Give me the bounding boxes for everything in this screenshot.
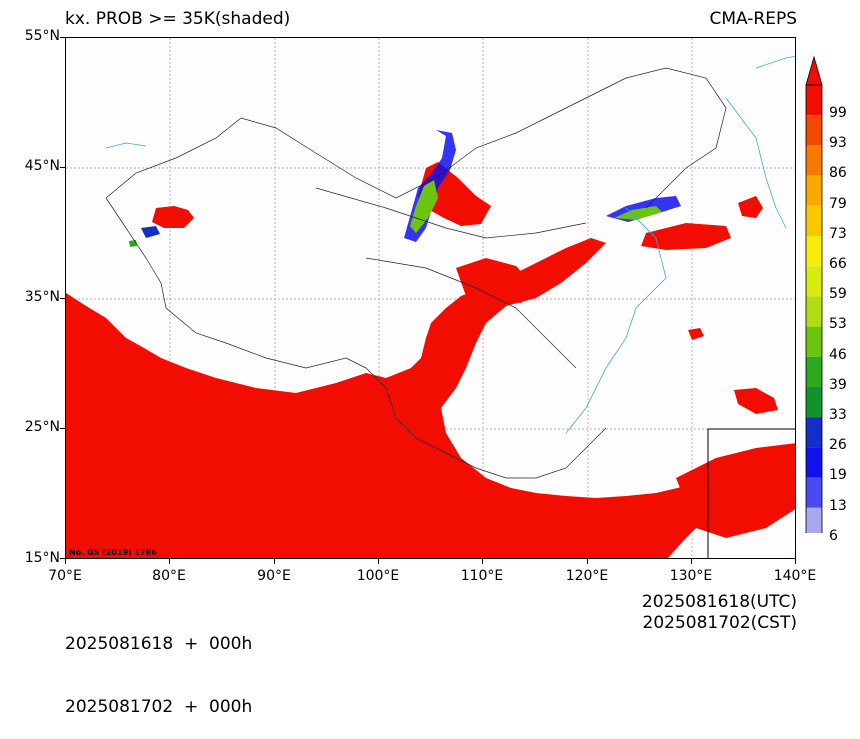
colorbar-segment	[806, 205, 822, 236]
colorbar-segment	[806, 477, 822, 508]
colorbar-segment	[806, 145, 822, 176]
lon-label-120: 120°E	[565, 568, 609, 584]
lon-tick	[169, 559, 170, 564]
valid-time-utc: 2025081618(UTC)	[641, 592, 797, 612]
colorbar-segment	[806, 85, 822, 116]
lat-tick	[60, 428, 65, 429]
lon-tick	[691, 559, 692, 564]
valid-time-cst: 2025081702(CST)	[642, 613, 797, 633]
colorbar-label: 6	[829, 527, 838, 544]
lon-tick	[795, 559, 796, 564]
valid-time-block: 2025081618(UTC) 2025081702(CST)	[642, 592, 797, 634]
lon-tick	[587, 559, 588, 564]
colorbar-segment	[806, 175, 822, 206]
lat-tick	[60, 558, 65, 559]
init-time-block: 2025081618 + 000h 2025081702 + 000h	[65, 592, 252, 739]
colorbar-over-arrow	[805, 55, 823, 86]
colorbar-label: 99	[829, 105, 847, 121]
colorbar-label: 33	[829, 407, 847, 423]
colorbar-segment	[806, 387, 822, 418]
lon-tick	[274, 559, 275, 564]
lon-tick	[65, 559, 66, 564]
pacific-patch-1	[734, 388, 778, 414]
pacific-patch-2	[688, 328, 704, 340]
lat-tick	[60, 37, 65, 38]
colorbar-label: 19	[829, 467, 847, 484]
colorbar-label: 46	[829, 346, 847, 363]
colorbar-segment	[806, 296, 822, 327]
model-name: CMA-REPS	[709, 9, 797, 29]
lon-label-140: 140°E	[773, 568, 817, 584]
map-approval-number: No. GS (2019) 1786	[69, 548, 157, 557]
south-asia-region	[66, 238, 731, 558]
lat-label-15: 15°N	[24, 550, 60, 566]
colorbar-label: 26	[829, 437, 847, 454]
colorbar-segments	[805, 55, 823, 533]
map-canvas	[66, 38, 795, 558]
xinjiang-patch	[152, 206, 194, 228]
colorbar-segment	[806, 266, 822, 297]
lat-label-35: 35°N	[24, 289, 60, 305]
water-features	[105, 55, 795, 434]
colorbar-label: 93	[829, 135, 847, 152]
lat-label-25: 25°N	[24, 419, 60, 435]
east-sea-patch	[641, 223, 731, 250]
north-china-band	[456, 258, 536, 303]
colorbar-segment	[806, 417, 822, 448]
lon-label-70: 70°E	[48, 568, 82, 584]
colorbar-label: 66	[829, 256, 847, 272]
lon-label-130: 130°E	[669, 568, 713, 584]
colorbar-label: 73	[829, 225, 847, 242]
colorbar	[805, 55, 823, 533]
map-panel	[65, 37, 796, 559]
lon-label-110: 110°E	[460, 568, 504, 584]
init-time-utc: 2025081618 + 000h	[65, 634, 253, 654]
lat-label-45: 45°N	[24, 158, 60, 174]
colorbar-label: 53	[829, 316, 847, 333]
colorbar-segment	[806, 507, 822, 533]
colorbar-label: 59	[829, 286, 847, 303]
lon-label-80: 80°E	[152, 568, 186, 584]
colorbar-label: 39	[829, 376, 847, 393]
colorbar-label: 13	[829, 497, 847, 514]
borders	[105, 67, 727, 479]
lon-tick	[482, 559, 483, 564]
low-probability-fringe	[129, 130, 681, 247]
lon-label-90: 90°E	[257, 568, 291, 584]
south-china-sea-inset	[707, 428, 795, 558]
init-time-cst: 2025081702 + 000h	[65, 697, 253, 717]
lat-label-55: 55°N	[24, 28, 60, 44]
lon-label-100: 100°E	[356, 568, 400, 584]
colorbar-segment	[806, 326, 822, 357]
east-pacific-band	[676, 443, 795, 538]
colorbar-segment	[806, 356, 822, 387]
colorbar-segment	[806, 115, 822, 146]
colorbar-label: 79	[829, 195, 847, 212]
colorbar-segment	[806, 236, 822, 267]
lat-tick	[60, 167, 65, 168]
lon-tick	[378, 559, 379, 564]
colorbar-segment	[806, 447, 822, 478]
chart-title: kx. PROB >= 35K(shaded)	[65, 9, 291, 29]
colorbar-label: 86	[829, 165, 847, 182]
probability-shading	[66, 162, 795, 558]
korea-japan-patch	[738, 196, 763, 218]
colorbar-frame	[805, 84, 823, 533]
lat-tick	[60, 298, 65, 299]
